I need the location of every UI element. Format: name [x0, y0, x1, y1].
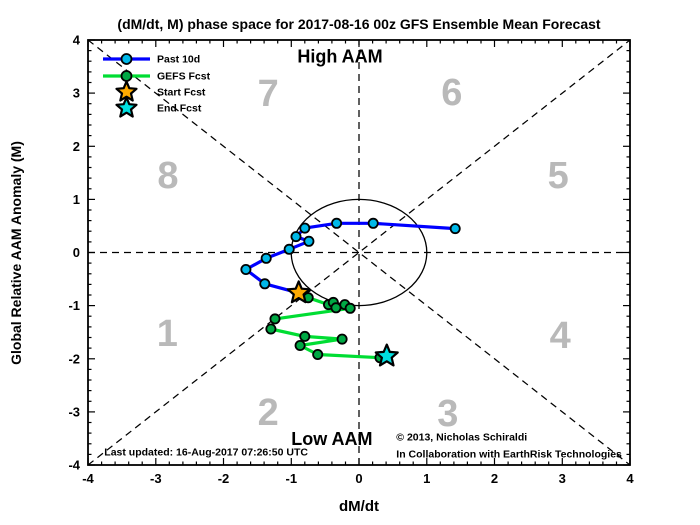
past-10d-marker — [259, 278, 271, 290]
start-fcst-star — [286, 280, 311, 304]
past-10d-marker — [331, 217, 343, 229]
past-10d-marker — [283, 243, 295, 255]
x-tick-label-1: 1 — [423, 471, 430, 486]
y-tick-label-1: 1 — [73, 192, 80, 207]
reference-line-diagonal — [87, 39, 631, 466]
past-10d-marker — [290, 231, 302, 243]
legend-swatches — [103, 53, 150, 118]
axes-frame — [87, 39, 631, 466]
past-10d-line — [244, 221, 456, 295]
x-tick-label-3: 3 — [559, 471, 566, 486]
legend-label-past-10d: Past 10d — [157, 54, 200, 66]
legend: Past 10d GEFS Fcst Start Fcst End Fcst — [103, 53, 211, 118]
quadrant-label-2: 2 — [258, 392, 279, 434]
past-10d-marker — [367, 217, 379, 229]
legend-label-gefs-fcst: GEFS Fcst — [157, 71, 211, 83]
gefs-fcst-marker — [265, 323, 277, 335]
y-tick-label-2: 2 — [73, 139, 80, 154]
x-tick-label--4: -4 — [82, 471, 94, 486]
series-gefs-fcst — [265, 287, 393, 364]
y-tick-label-0: 0 — [73, 245, 80, 260]
end-fcst-star — [374, 343, 399, 367]
past-10d-marker — [260, 252, 272, 264]
y-tick-label--4: -4 — [68, 458, 80, 473]
y-axis-label: Global Relative AAM Anomaly (M) — [8, 141, 24, 365]
past-10d-marker — [299, 222, 311, 234]
legend-label-start-fcst: Start Fcst — [157, 87, 206, 99]
legend-circle-marker-icon — [120, 70, 133, 82]
quadrant-label-3: 3 — [437, 393, 458, 435]
chart-title: (dM/dt, M) phase space for 2017-08-16 00… — [117, 16, 600, 32]
quadrant-label-8: 8 — [157, 155, 178, 197]
x-tick-label--1: -1 — [286, 471, 298, 486]
reference-line-anti-diagonal — [87, 39, 631, 466]
y-tick-label--1: -1 — [68, 298, 80, 313]
axes-layer: -4 -3 -2 -1 0 1 2 3 4 -4 -3 -2 -1 0 1 2 3 4 — [68, 33, 634, 487]
past-10d-marker — [240, 263, 252, 275]
x-tick-label--3: -3 — [150, 471, 162, 486]
gefs-fcst-marker — [269, 313, 281, 325]
quadrant-label-1: 1 — [157, 313, 178, 355]
past-10d-marker — [303, 235, 315, 247]
quadrant-label-5: 5 — [548, 155, 569, 197]
past-10d-marker — [449, 223, 461, 235]
gefs-fcst-marker — [336, 333, 348, 345]
gefs-fcst-marker — [294, 339, 306, 351]
gefs-fcst-marker — [312, 348, 324, 360]
legend-label-end-fcst: End Fcst — [157, 103, 202, 115]
annotation-collaboration: In Collaboration with EarthRisk Technolo… — [396, 449, 622, 461]
series-past-10d — [240, 217, 461, 299]
y-tick-label-4: 4 — [73, 33, 81, 48]
annotation-last-updated: Last updated: 16-Aug-2017 07:26:50 UTC — [104, 446, 308, 458]
x-tick-label-4: 4 — [626, 471, 634, 486]
annotation-copyright: © 2013, Nicholas Schiraldi — [396, 432, 527, 444]
gefs-fcst-marker — [344, 302, 356, 314]
x-tick-label--2: -2 — [218, 471, 230, 486]
y-tick-label--3: -3 — [68, 404, 80, 419]
x-tick-label-0: 0 — [355, 471, 362, 486]
gefs-fcst-marker — [299, 330, 311, 342]
gefs-fcst-marker — [330, 302, 342, 314]
y-tick-label-3: 3 — [73, 86, 80, 101]
region-label-low-aam: Low AAM — [291, 429, 372, 449]
quadrant-label-7: 7 — [258, 73, 279, 115]
region-label-high-aam: High AAM — [297, 46, 382, 66]
quadrant-label-6: 6 — [441, 72, 462, 114]
legend-circle-marker-icon — [120, 53, 133, 65]
legend-star-icon — [115, 96, 138, 118]
x-tick-label-2: 2 — [491, 471, 498, 486]
quadrant-label-4: 4 — [550, 315, 571, 357]
x-axis-label: dM/dt — [339, 498, 379, 515]
y-tick-label--2: -2 — [68, 351, 80, 366]
